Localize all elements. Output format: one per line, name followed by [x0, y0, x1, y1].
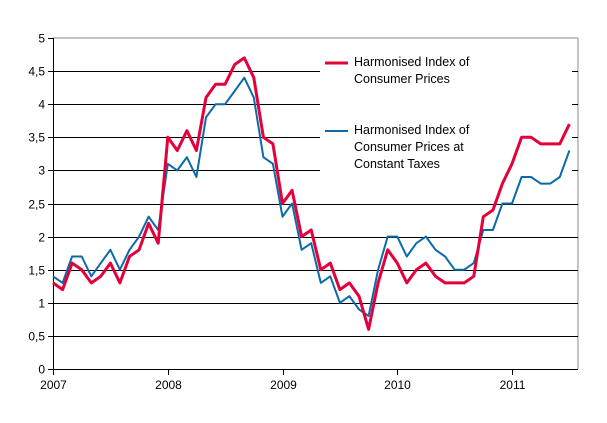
- legend-text-line: Consumer Prices at: [354, 140, 464, 154]
- y-tick-label: 0,5: [28, 330, 45, 344]
- y-tick-label: 3: [38, 164, 45, 178]
- legend-label-hicp: Harmonised Index of Consumer Prices: [354, 54, 469, 88]
- y-tick-label: 5: [38, 32, 45, 46]
- series-line-hicp: [52, 56, 571, 331]
- x-tick-label: 2011: [500, 378, 526, 392]
- y-tick-label: 2,5: [28, 198, 45, 212]
- y-tick-label: 0: [38, 363, 45, 377]
- x-tick-label: 2009: [270, 378, 297, 392]
- y-tick-label: 4,5: [28, 65, 45, 79]
- y-tick-label: 1: [38, 297, 45, 311]
- legend-text-line: Harmonised Index of: [354, 55, 470, 69]
- series-line-hicp-constant-taxes: [52, 76, 571, 317]
- legend-text-line: Harmonised Index of: [354, 123, 470, 137]
- legend-label-hicp-ct: Harmonised Index of Consumer Prices at C…: [354, 122, 469, 173]
- y-tick-label: 2: [38, 231, 45, 245]
- legend-text-line: Consumer Prices: [354, 72, 450, 86]
- x-tick-label: 2008: [155, 378, 182, 392]
- y-tick-label: 4: [38, 98, 45, 112]
- legend-box: [320, 44, 572, 180]
- y-tick-label: 3,5: [28, 131, 45, 145]
- x-tick-label: 2007: [40, 378, 67, 392]
- legend-text-line: Constant Taxes: [354, 157, 440, 171]
- y-tick-label: 1,5: [28, 264, 45, 278]
- x-tick-label: 2010: [384, 378, 411, 392]
